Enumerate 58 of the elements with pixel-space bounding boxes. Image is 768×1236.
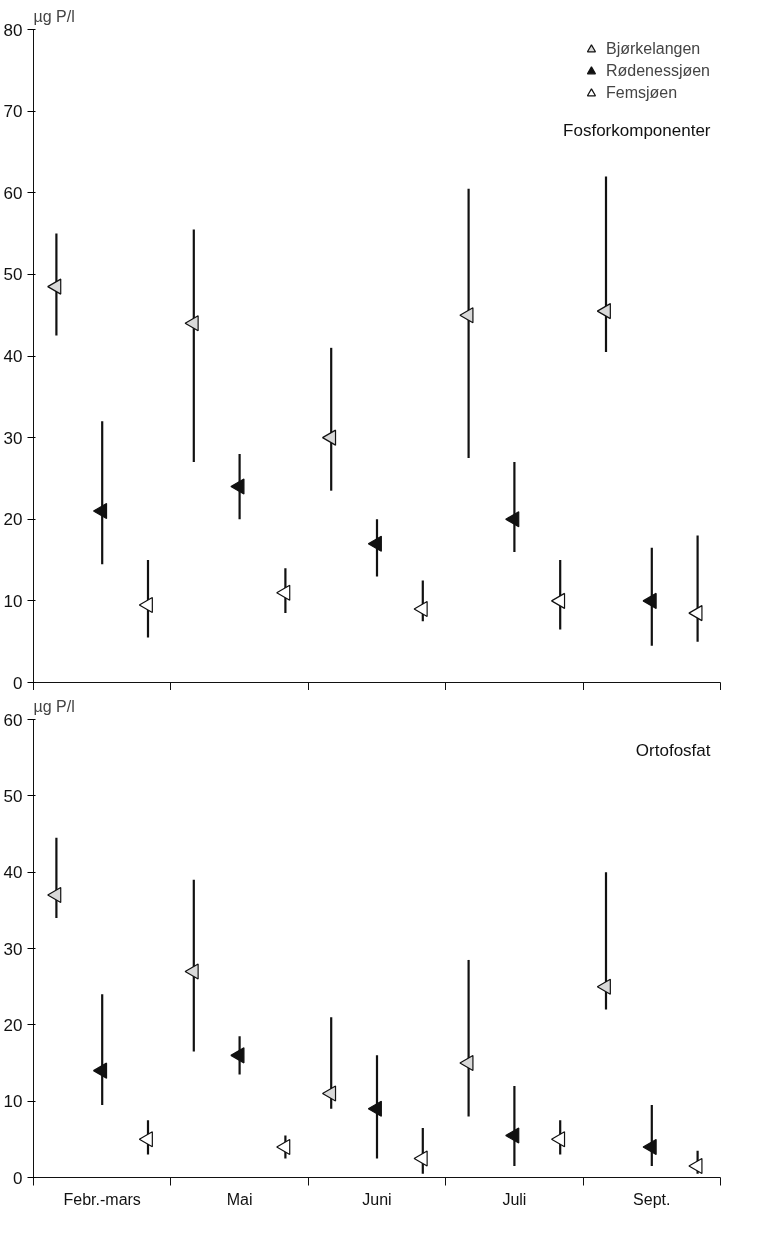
point <box>47 278 62 295</box>
point <box>230 1047 245 1064</box>
point <box>688 605 703 622</box>
point <box>505 1127 520 1144</box>
x-tick-label: Mai <box>226 1190 253 1208</box>
x-tick-label: Febr.-mars <box>63 1190 141 1208</box>
y-tick-label: 10 <box>3 591 23 611</box>
legend-label: Bjørkelangen <box>605 40 701 58</box>
point <box>92 502 108 520</box>
y-tick-label: 70 <box>3 102 23 122</box>
point <box>550 592 566 609</box>
point <box>184 315 199 332</box>
point <box>321 429 337 446</box>
point <box>230 478 245 495</box>
point <box>642 1138 657 1156</box>
legend-label: Rødenessjøen <box>605 62 710 80</box>
point <box>413 600 428 618</box>
y-tick-label: 0 <box>13 1168 23 1188</box>
y-tick-label: 30 <box>3 939 23 959</box>
point <box>505 511 520 528</box>
y-tick-label: 30 <box>3 428 23 448</box>
point <box>321 1085 337 1102</box>
point <box>459 307 474 324</box>
point <box>138 1131 153 1148</box>
point <box>596 978 611 995</box>
text: Ortofosfat <box>635 740 711 760</box>
x-tick-label: Juli <box>502 1190 527 1208</box>
point <box>550 1131 566 1148</box>
y-axis-title: µg P/l <box>33 697 75 715</box>
point <box>92 1062 108 1079</box>
y-tick-label: 80 <box>3 20 23 40</box>
y-tick-label: 10 <box>3 1092 23 1112</box>
y-tick-label: 20 <box>3 510 23 530</box>
x-tick-label: Sept. <box>633 1190 671 1208</box>
y-tick-label: 50 <box>3 786 23 806</box>
y-tick-label: 60 <box>3 183 23 203</box>
text: Fosforkomponenter <box>563 120 711 140</box>
point <box>367 1100 382 1117</box>
point <box>642 592 657 609</box>
point <box>413 1150 428 1167</box>
y-axis-title: µg P/l <box>33 7 75 25</box>
y-tick-label: 20 <box>3 1015 23 1035</box>
point <box>47 886 62 904</box>
point <box>688 1157 703 1175</box>
y-tick-label: 40 <box>3 347 23 366</box>
legend-label: Femsjøen <box>605 84 678 102</box>
y-tick-label: 60 <box>3 710 23 730</box>
point <box>276 1138 291 1156</box>
point <box>596 303 611 320</box>
y-tick-label: 0 <box>13 673 23 693</box>
y-tick-label: 40 <box>3 863 23 883</box>
x-tick-label: Juni <box>362 1190 392 1208</box>
point <box>276 584 291 601</box>
point <box>138 596 153 614</box>
point <box>184 963 199 980</box>
point <box>459 1054 474 1072</box>
y-tick-label: 50 <box>3 265 23 285</box>
point <box>367 535 382 552</box>
